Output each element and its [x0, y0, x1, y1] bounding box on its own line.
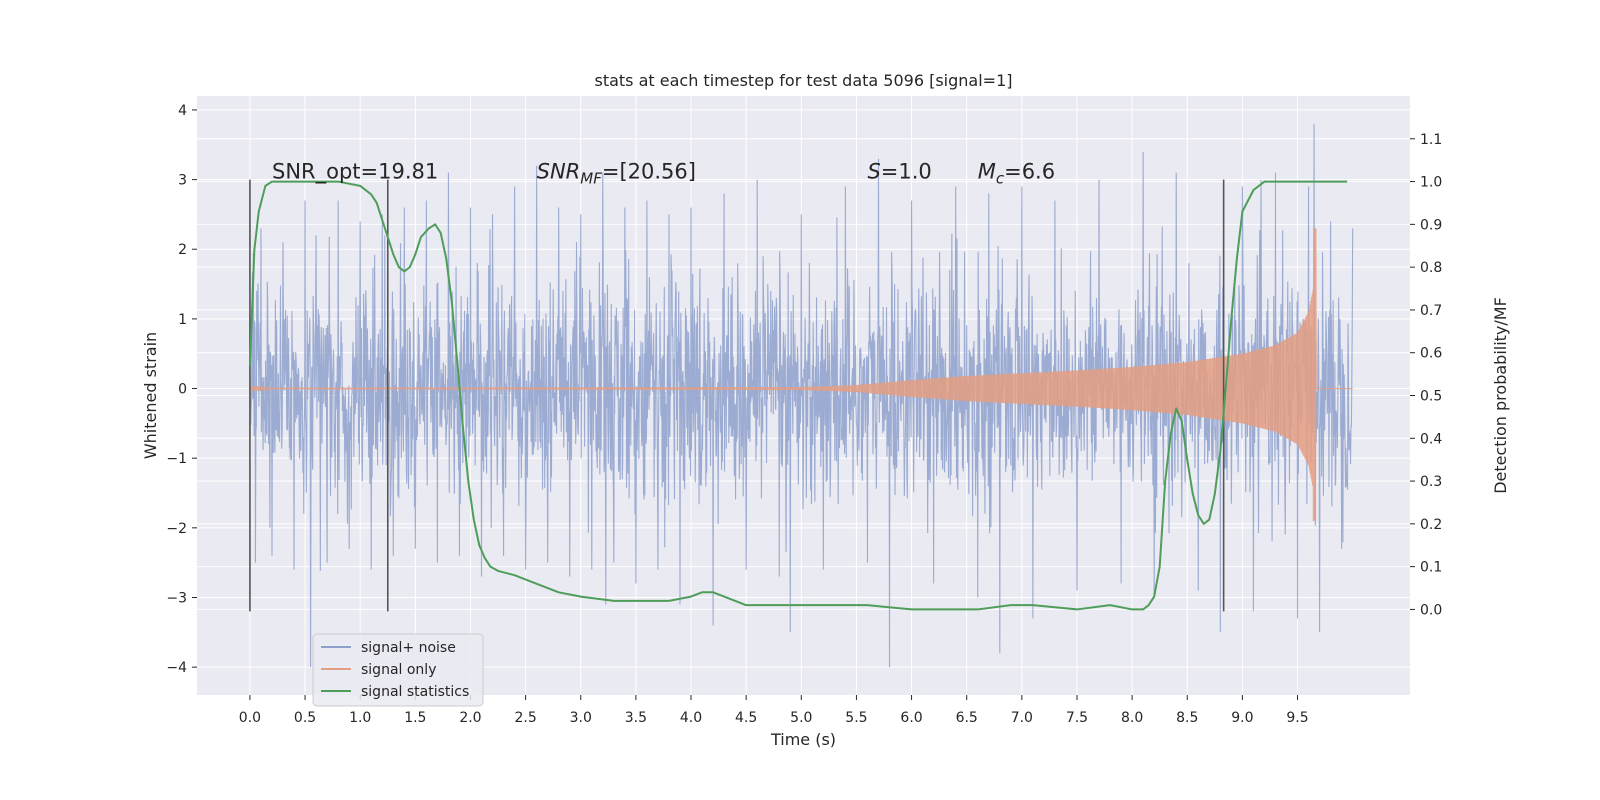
- chart-title: stats at each timestep for test data 509…: [594, 71, 1012, 90]
- y-right-tick-label: 0.2: [1420, 517, 1442, 533]
- signal-statistics-line: [248, 180, 1348, 611]
- annotation-1: SNRMF=[20.56]: [537, 160, 696, 188]
- y-left-tick-label: −3: [166, 590, 187, 606]
- legend: signal+ noise signal only signal statist…: [312, 633, 484, 707]
- annotation-3: Mc=6.6: [978, 160, 1055, 188]
- x-tick-label: 8.0: [1121, 710, 1143, 726]
- vertical-markers: [249, 179, 1225, 612]
- y-axis-label-right: Detection probability/MF: [1491, 297, 1510, 494]
- legend-label-signal-statistics: signal statistics: [361, 684, 469, 700]
- signal-only-series: [249, 228, 1353, 521]
- y-left-tick-label: −4: [166, 660, 187, 676]
- y-right-tick-label: 0.9: [1420, 217, 1442, 233]
- y-right-tick-label: 0.3: [1420, 474, 1442, 490]
- x-tick-label: 4.0: [680, 710, 702, 726]
- y-left-tick-label: 3: [178, 173, 187, 189]
- x-tick-label: 7.0: [1011, 710, 1033, 726]
- x-tick-label: 2.5: [514, 710, 536, 726]
- legend-label-signal-noise: signal+ noise: [361, 640, 456, 656]
- y-left-tick-label: 1: [178, 312, 187, 328]
- x-tick-label: 3.0: [570, 710, 592, 726]
- x-tick-label: 6.0: [900, 710, 922, 726]
- annotation-0: SNR_opt=19.81: [272, 160, 438, 185]
- x-tick-label: 9.0: [1231, 710, 1253, 726]
- signal-statistics-series: [248, 180, 1348, 611]
- legend-label-signal-only: signal only: [361, 662, 436, 678]
- y-left-tick-label: 2: [178, 242, 187, 258]
- x-tick-label: 3.5: [625, 710, 647, 726]
- x-tick-label: 0.5: [294, 710, 316, 726]
- x-tick-label: 1.0: [349, 710, 371, 726]
- tick-layer: 0.0 0.5 1.0 1.5 2.0 2.5 3.0 3.5 4.0 4.5 5.0 5.5 6.0 6…: [166, 103, 1442, 726]
- y-left-tick-label: −2: [166, 521, 187, 537]
- x-tick-label: 6.5: [956, 710, 978, 726]
- y-right-tick-label: 0.4: [1420, 431, 1442, 447]
- legend-box: [312, 633, 484, 707]
- y-right-tick-label: 0.6: [1420, 346, 1442, 362]
- y-left-tick-label: 0: [178, 382, 187, 398]
- y-right-tick-label: 1.1: [1420, 132, 1442, 148]
- x-tick-label: 4.5: [735, 710, 757, 726]
- y-right-tick-label: 0.5: [1420, 389, 1442, 405]
- x-tick-label: 8.5: [1176, 710, 1198, 726]
- y-right-tick-label: 0.1: [1420, 560, 1442, 576]
- x-tick-label: 5.5: [845, 710, 867, 726]
- x-tick-label: 7.5: [1066, 710, 1088, 726]
- y-right-tick-label: 0.0: [1420, 602, 1442, 618]
- y-right-tick-label: 0.8: [1420, 260, 1442, 276]
- signal-noise-series: [249, 123, 1354, 668]
- x-tick-label: 1.5: [404, 710, 426, 726]
- y-axis-label-left: Whitened strain: [141, 332, 160, 459]
- x-tick-label: 9.5: [1286, 710, 1308, 726]
- signal-only-line: [249, 228, 1353, 521]
- signal-noise-line: [249, 123, 1354, 668]
- annotation-layer: SNR_opt=19.81 SNRMF=[20.56] S=1.0 Mc=6.6: [272, 160, 1055, 188]
- annotation-2: S=1.0: [867, 160, 931, 184]
- y-right-tick-label: 1.0: [1420, 175, 1442, 191]
- x-tick-label: 5.0: [790, 710, 812, 726]
- x-axis-label: Time (s): [770, 730, 836, 749]
- y-left-tick-label: −1: [166, 451, 187, 467]
- y-left-tick-label: 4: [178, 103, 187, 119]
- x-tick-label: 2.0: [459, 710, 481, 726]
- x-tick-label: 0.0: [239, 710, 261, 726]
- y-right-tick-label: 0.7: [1420, 303, 1442, 319]
